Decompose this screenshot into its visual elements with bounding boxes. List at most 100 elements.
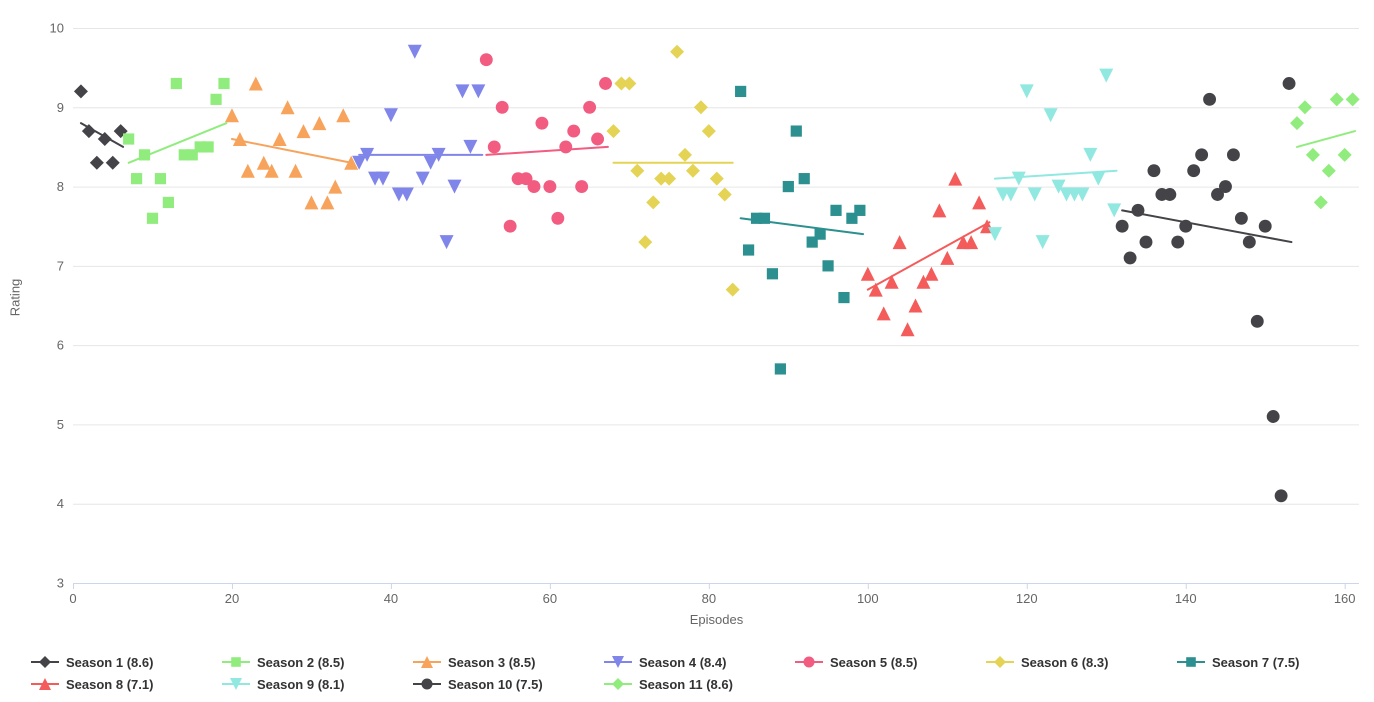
data-point-season-10[interactable] bbox=[1274, 489, 1288, 503]
data-point-season-10[interactable] bbox=[1139, 235, 1153, 249]
data-point-season-2[interactable] bbox=[130, 173, 143, 185]
data-point-season-1[interactable] bbox=[97, 132, 112, 146]
data-point-season-6[interactable] bbox=[678, 147, 693, 162]
data-point-season-8[interactable] bbox=[940, 250, 955, 265]
data-point-season-2[interactable] bbox=[123, 133, 135, 145]
data-point-season-5[interactable] bbox=[583, 100, 597, 114]
legend-item-season-7[interactable]: Season 7 (7.5) bbox=[1176, 652, 1367, 672]
data-point-season-10[interactable] bbox=[1211, 188, 1224, 201]
data-point-season-4[interactable] bbox=[352, 155, 367, 170]
data-point-season-3[interactable] bbox=[280, 100, 295, 115]
data-point-season-6[interactable] bbox=[717, 187, 732, 202]
data-point-season-8[interactable] bbox=[908, 298, 923, 313]
data-point-season-7[interactable] bbox=[798, 173, 810, 185]
data-point-season-6[interactable] bbox=[606, 124, 621, 139]
data-point-season-8[interactable] bbox=[900, 322, 915, 337]
data-point-season-7[interactable] bbox=[830, 204, 842, 216]
data-point-season-11[interactable] bbox=[1313, 195, 1328, 210]
data-point-season-4[interactable] bbox=[471, 84, 486, 99]
data-point-season-8[interactable] bbox=[860, 266, 875, 281]
data-point-season-6[interactable] bbox=[662, 171, 677, 186]
data-point-season-4[interactable] bbox=[463, 139, 478, 154]
data-point-season-3[interactable] bbox=[240, 163, 255, 178]
data-point-season-7[interactable] bbox=[822, 260, 834, 272]
data-point-season-10[interactable] bbox=[1203, 92, 1217, 106]
data-point-season-5[interactable] bbox=[487, 140, 501, 154]
data-point-season-5[interactable] bbox=[519, 172, 533, 186]
data-point-season-2[interactable] bbox=[154, 173, 167, 185]
data-point-season-6[interactable] bbox=[725, 282, 740, 297]
data-point-season-4[interactable] bbox=[423, 155, 438, 170]
data-point-season-5[interactable] bbox=[599, 77, 612, 90]
legend-item-season-3[interactable]: Season 3 (8.5) bbox=[412, 652, 603, 672]
data-point-season-7[interactable] bbox=[814, 228, 826, 240]
data-point-season-10[interactable] bbox=[1187, 164, 1201, 178]
data-point-season-11[interactable] bbox=[1337, 147, 1352, 162]
data-point-season-8[interactable] bbox=[876, 306, 891, 321]
data-point-season-1[interactable] bbox=[89, 155, 104, 170]
data-point-season-3[interactable] bbox=[304, 195, 319, 210]
data-point-season-10[interactable] bbox=[1163, 188, 1177, 201]
data-point-season-7[interactable] bbox=[758, 212, 771, 224]
data-point-season-4[interactable] bbox=[407, 44, 422, 59]
data-point-season-3[interactable] bbox=[272, 132, 287, 146]
data-point-season-10[interactable] bbox=[1219, 180, 1232, 194]
data-point-season-4[interactable] bbox=[439, 235, 454, 250]
data-point-season-11[interactable] bbox=[1305, 147, 1320, 162]
data-point-season-9[interactable] bbox=[1083, 147, 1098, 162]
data-point-season-10[interactable] bbox=[1282, 77, 1296, 90]
data-point-season-8[interactable] bbox=[924, 266, 939, 281]
data-point-season-8[interactable] bbox=[964, 235, 979, 250]
data-point-season-9[interactable] bbox=[987, 227, 1002, 242]
data-point-season-8[interactable] bbox=[884, 274, 899, 289]
data-point-season-10[interactable] bbox=[1123, 251, 1137, 265]
data-point-season-2[interactable] bbox=[138, 149, 151, 161]
data-point-season-10[interactable] bbox=[1226, 148, 1240, 162]
data-point-season-8[interactable] bbox=[948, 171, 963, 186]
data-point-season-1[interactable] bbox=[81, 124, 96, 139]
data-point-season-6[interactable] bbox=[709, 171, 724, 186]
data-point-season-9[interactable] bbox=[1043, 108, 1058, 123]
data-point-season-10[interactable] bbox=[1147, 164, 1161, 178]
legend-item-season-4[interactable]: Season 4 (8.4) bbox=[603, 652, 794, 672]
data-point-season-2[interactable] bbox=[146, 212, 159, 224]
data-point-season-7[interactable] bbox=[782, 180, 794, 193]
data-point-season-10[interactable] bbox=[1250, 314, 1264, 328]
data-point-season-4[interactable] bbox=[455, 84, 470, 99]
data-point-season-7[interactable] bbox=[838, 291, 850, 304]
data-point-season-3[interactable] bbox=[328, 179, 343, 194]
data-point-season-8[interactable] bbox=[916, 274, 931, 289]
legend-item-season-8[interactable]: Season 8 (7.1) bbox=[30, 674, 221, 694]
data-point-season-8[interactable] bbox=[892, 235, 907, 250]
data-point-season-10[interactable] bbox=[1234, 211, 1248, 225]
data-point-season-3[interactable] bbox=[248, 76, 263, 91]
legend-item-season-5[interactable]: Season 5 (8.5) bbox=[794, 652, 985, 672]
data-point-season-9[interactable] bbox=[1091, 171, 1106, 186]
data-point-season-3[interactable] bbox=[296, 124, 311, 139]
data-point-season-8[interactable] bbox=[932, 203, 947, 218]
data-point-season-1[interactable] bbox=[105, 155, 120, 170]
data-point-season-9[interactable] bbox=[1107, 203, 1122, 218]
data-point-season-9[interactable] bbox=[1051, 179, 1066, 194]
legend-item-season-10[interactable]: Season 10 (7.5) bbox=[412, 674, 603, 694]
data-point-season-7[interactable] bbox=[766, 268, 779, 280]
data-point-season-11[interactable] bbox=[1329, 92, 1344, 107]
data-point-season-6[interactable] bbox=[646, 195, 661, 210]
data-point-season-10[interactable] bbox=[1242, 235, 1256, 249]
data-point-season-3[interactable] bbox=[344, 155, 359, 170]
data-point-season-5[interactable] bbox=[551, 211, 565, 225]
data-point-season-5[interactable] bbox=[495, 100, 509, 114]
data-point-season-2[interactable] bbox=[170, 77, 182, 90]
data-point-season-7[interactable] bbox=[742, 244, 755, 256]
data-point-season-9[interactable] bbox=[1075, 187, 1090, 202]
data-point-season-6[interactable] bbox=[622, 76, 637, 91]
data-point-season-3[interactable] bbox=[224, 108, 239, 123]
data-point-season-11[interactable] bbox=[1321, 163, 1336, 178]
data-point-season-6[interactable] bbox=[670, 44, 685, 59]
data-point-season-3[interactable] bbox=[312, 116, 327, 131]
data-point-season-9[interactable] bbox=[1011, 171, 1026, 186]
data-point-season-4[interactable] bbox=[375, 171, 390, 186]
legend-item-season-11[interactable]: Season 11 (8.6) bbox=[603, 674, 794, 694]
data-point-season-9[interactable] bbox=[1003, 187, 1018, 202]
data-point-season-5[interactable] bbox=[535, 116, 549, 130]
